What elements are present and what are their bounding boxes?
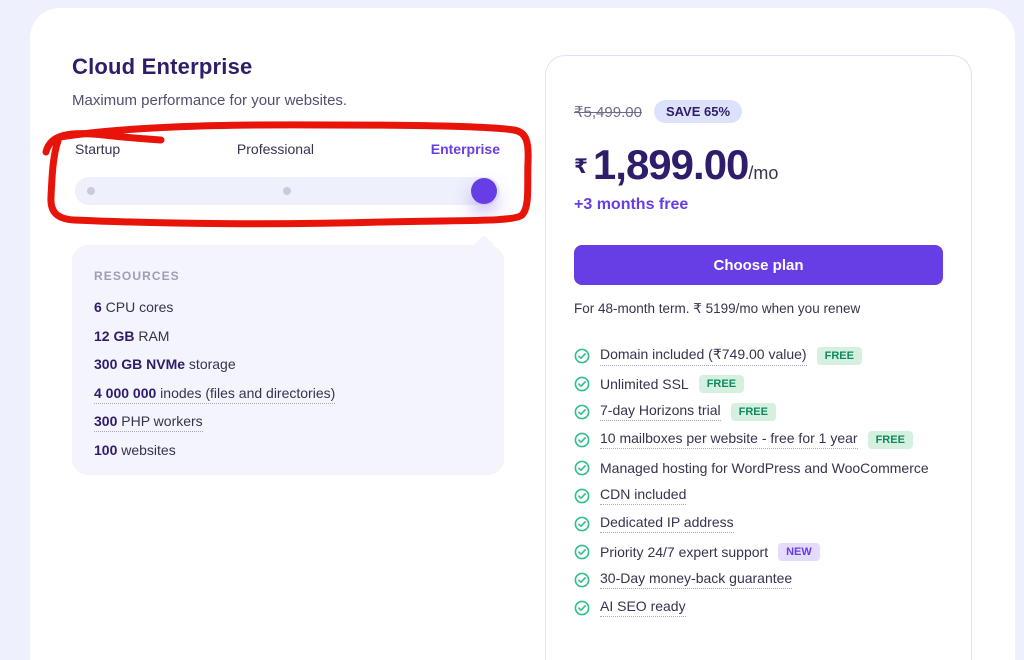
feature-label[interactable]: Domain included (₹749.00 value) [600, 346, 807, 366]
resource-label: 100 websites [94, 441, 176, 458]
free-badge: FREE [698, 374, 745, 393]
main-card: Cloud Enterprise Maximum performance for… [30, 8, 1015, 660]
bonus-offer: +3 months free [574, 196, 689, 213]
check-circle-icon [574, 376, 590, 391]
resource-label: 300 GB NVMe storage [94, 356, 236, 372]
page-title: Cloud Enterprise [72, 54, 253, 79]
free-badge: FREE [867, 430, 913, 449]
check-circle-icon [574, 348, 590, 363]
plan-slider-knob[interactable] [471, 178, 497, 204]
resources-card: RESOURCES 6 CPU cores 12 GB RAM 300 GB NVM… [72, 234, 504, 475]
price-period: /mo [748, 163, 779, 183]
feature-label[interactable]: 7-day Horizons trial [600, 402, 721, 421]
resource-value: 6 [94, 299, 102, 315]
old-price: ₹5,499.00 [574, 103, 642, 121]
feature-label[interactable]: AI SEO ready [600, 598, 686, 617]
current-price: ₹1,899.00/mo [574, 141, 943, 189]
plan-slider-labels: Startup Professional Enterprise [75, 141, 500, 157]
resource-item: 300 GB NVMe storage [94, 356, 482, 374]
feature-item: AI SEO ready [574, 598, 943, 617]
resources-list: 6 CPU cores 12 GB RAM 300 GB NVMe storage 4… [94, 299, 482, 459]
feature-item: Managed hosting for WordPress and WooCom… [574, 459, 943, 476]
resource-item: 300 PHP workers [94, 413, 482, 432]
resource-item: 12 GB RAM [94, 328, 482, 346]
slider-option-enterprise[interactable]: Enterprise [430, 141, 500, 157]
slider-step-dot[interactable] [87, 187, 95, 195]
term-note: For 48-month term. ₹ 5199/mo when you re… [574, 301, 861, 316]
resource-value: 300 GB NVMe [94, 356, 186, 372]
feature-item: Dedicated IP address [574, 514, 943, 533]
resource-item: 6 CPU cores [94, 299, 482, 317]
plan-subtitle: Maximum performance for your websites. [72, 92, 348, 109]
resources-header: RESOURCES [94, 269, 180, 283]
resource-item: 100 websites [94, 442, 482, 460]
check-circle-icon [574, 544, 590, 559]
feature-label: Priority 24/7 expert support [600, 543, 769, 560]
slider-option-startup[interactable]: Startup [75, 141, 121, 157]
feature-label[interactable]: 30-Day money-back guarantee [600, 570, 793, 589]
choose-plan-button[interactable]: Choose plan [574, 245, 943, 285]
feature-item: 10 mailboxes per website - free for 1 ye… [574, 430, 943, 449]
check-circle-icon [574, 404, 590, 419]
check-circle-icon [574, 432, 590, 447]
new-badge: NEW [778, 542, 820, 561]
feature-item: Priority 24/7 expert support NEW [574, 542, 943, 561]
feature-item: Unlimited SSL FREE [574, 374, 943, 393]
resource-label[interactable]: 4 000 000 inodes (files and directories) [94, 384, 336, 404]
currency-symbol: ₹ [574, 156, 588, 178]
resource-item: 4 000 000 inodes (files and directories) [94, 384, 482, 404]
resource-value: 100 [94, 441, 118, 458]
feature-label: Unlimited SSL [600, 375, 689, 392]
resource-value: 300 [94, 413, 118, 429]
resource-label: 6 CPU cores [94, 299, 174, 315]
feature-label[interactable]: Dedicated IP address [600, 514, 734, 533]
price-amount: 1,899.00 [592, 141, 749, 188]
feature-label[interactable]: CDN included [600, 486, 687, 505]
feature-item: 7-day Horizons trial FREE [574, 402, 943, 421]
slider-step-dot[interactable] [283, 187, 291, 195]
features-list: Domain included (₹749.00 value) FREE Unlim… [574, 346, 943, 617]
check-circle-icon [574, 600, 590, 615]
check-circle-icon [574, 460, 590, 475]
feature-label: Managed hosting for WordPress and WooCom… [600, 459, 929, 476]
save-badge: SAVE 65% [653, 100, 743, 123]
plan-slider-track[interactable] [75, 177, 500, 205]
feature-item: CDN included [574, 486, 943, 505]
check-circle-icon [574, 488, 590, 503]
price-row: ₹5,499.00 SAVE 65% [574, 100, 943, 123]
feature-item: Domain included (₹749.00 value) FREE [574, 346, 943, 366]
resource-label: 12 GB RAM [94, 327, 170, 344]
resource-value: 4 000 000 [94, 384, 157, 401]
check-circle-icon [574, 572, 590, 587]
slider-option-professional[interactable]: Professional [236, 141, 314, 157]
resources-card-arrow [472, 234, 496, 258]
resource-label[interactable]: 300 PHP workers [94, 413, 203, 432]
feature-item: 30-Day money-back guarantee [574, 570, 943, 589]
resource-value: 12 GB [94, 327, 135, 344]
feature-label[interactable]: 10 mailboxes per website - free for 1 ye… [600, 430, 858, 449]
check-circle-icon [574, 516, 590, 531]
pricing-card: ₹5,499.00 SAVE 65% ₹1,899.00/mo +3 month… [545, 55, 972, 660]
free-badge: FREE [816, 346, 862, 365]
free-badge: FREE [730, 402, 776, 421]
